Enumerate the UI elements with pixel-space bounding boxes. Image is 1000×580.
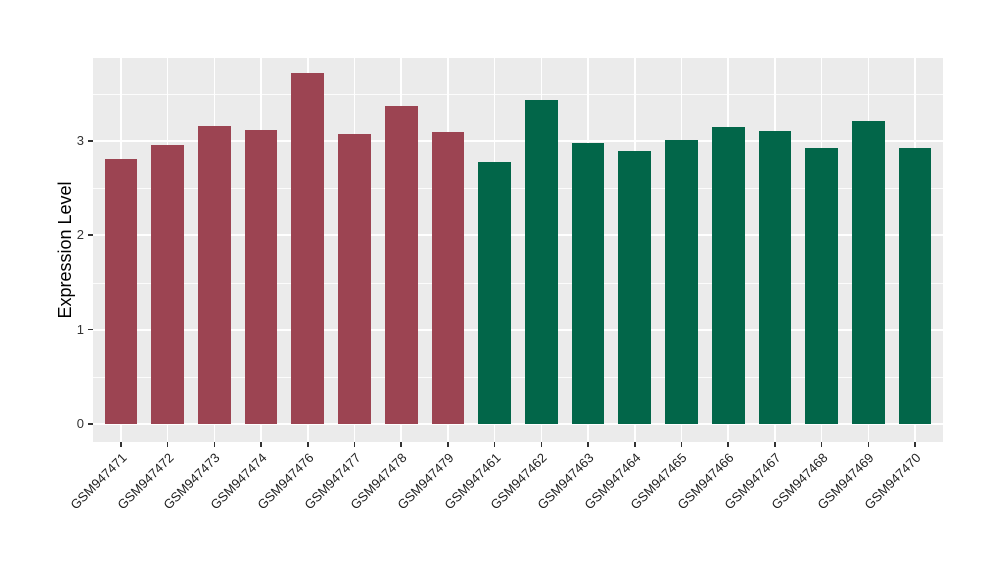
x-tick <box>820 442 823 447</box>
y-tick-label: 0 <box>76 416 84 431</box>
y-tick <box>88 423 93 425</box>
gridline-major <box>93 140 943 142</box>
bar-GSM947464 <box>618 151 652 424</box>
gridline-major <box>93 234 943 237</box>
y-tick <box>88 140 93 142</box>
x-tick <box>307 442 309 447</box>
x-tick <box>914 442 916 447</box>
x-tick <box>867 442 870 447</box>
x-tick <box>727 442 729 447</box>
bar-GSM947469 <box>851 121 885 424</box>
bar-GSM947474 <box>244 129 278 424</box>
x-tick <box>540 442 543 447</box>
x-tick <box>213 442 216 447</box>
x-tick <box>120 442 122 447</box>
gridline-minor <box>93 376 943 378</box>
x-tick <box>634 442 636 447</box>
x-tick <box>400 442 402 447</box>
bar-GSM947466 <box>711 126 745 424</box>
x-tick <box>166 442 169 447</box>
bar-GSM947476 <box>291 73 325 424</box>
plot-panel <box>93 58 943 442</box>
gridline-major <box>93 423 943 425</box>
bar-GSM947461 <box>478 161 511 424</box>
bar-GSM947473 <box>198 125 231 424</box>
x-tick <box>447 442 449 447</box>
y-tick-label: 2 <box>76 227 84 243</box>
bar-GSM947471 <box>104 158 138 424</box>
x-tick <box>587 442 589 447</box>
gridline-minor <box>93 93 943 95</box>
bar-GSM947470 <box>898 147 932 424</box>
gridline-major <box>93 328 943 331</box>
y-tick-label: 1 <box>76 321 84 337</box>
y-tick-label: 3 <box>76 133 84 148</box>
x-tick <box>493 442 496 447</box>
bar-GSM947478 <box>384 106 418 424</box>
bar-GSM947468 <box>805 147 838 424</box>
x-tick <box>774 442 776 447</box>
bar-GSM947477 <box>338 134 371 424</box>
y-tick <box>88 234 93 236</box>
bar-GSM947472 <box>151 144 185 424</box>
gridline-minor <box>93 282 943 284</box>
gridline-minor <box>93 188 943 190</box>
x-tick <box>260 442 262 447</box>
bar-GSM947467 <box>758 130 792 424</box>
x-tick <box>680 442 683 447</box>
bar-GSM947463 <box>571 142 605 424</box>
bar-GSM947465 <box>665 140 698 424</box>
y-axis-title: Expression Level <box>55 181 75 319</box>
bar-GSM947479 <box>431 131 465 424</box>
bar-GSM947462 <box>525 99 558 424</box>
x-tick <box>353 442 356 447</box>
y-tick <box>88 328 93 331</box>
